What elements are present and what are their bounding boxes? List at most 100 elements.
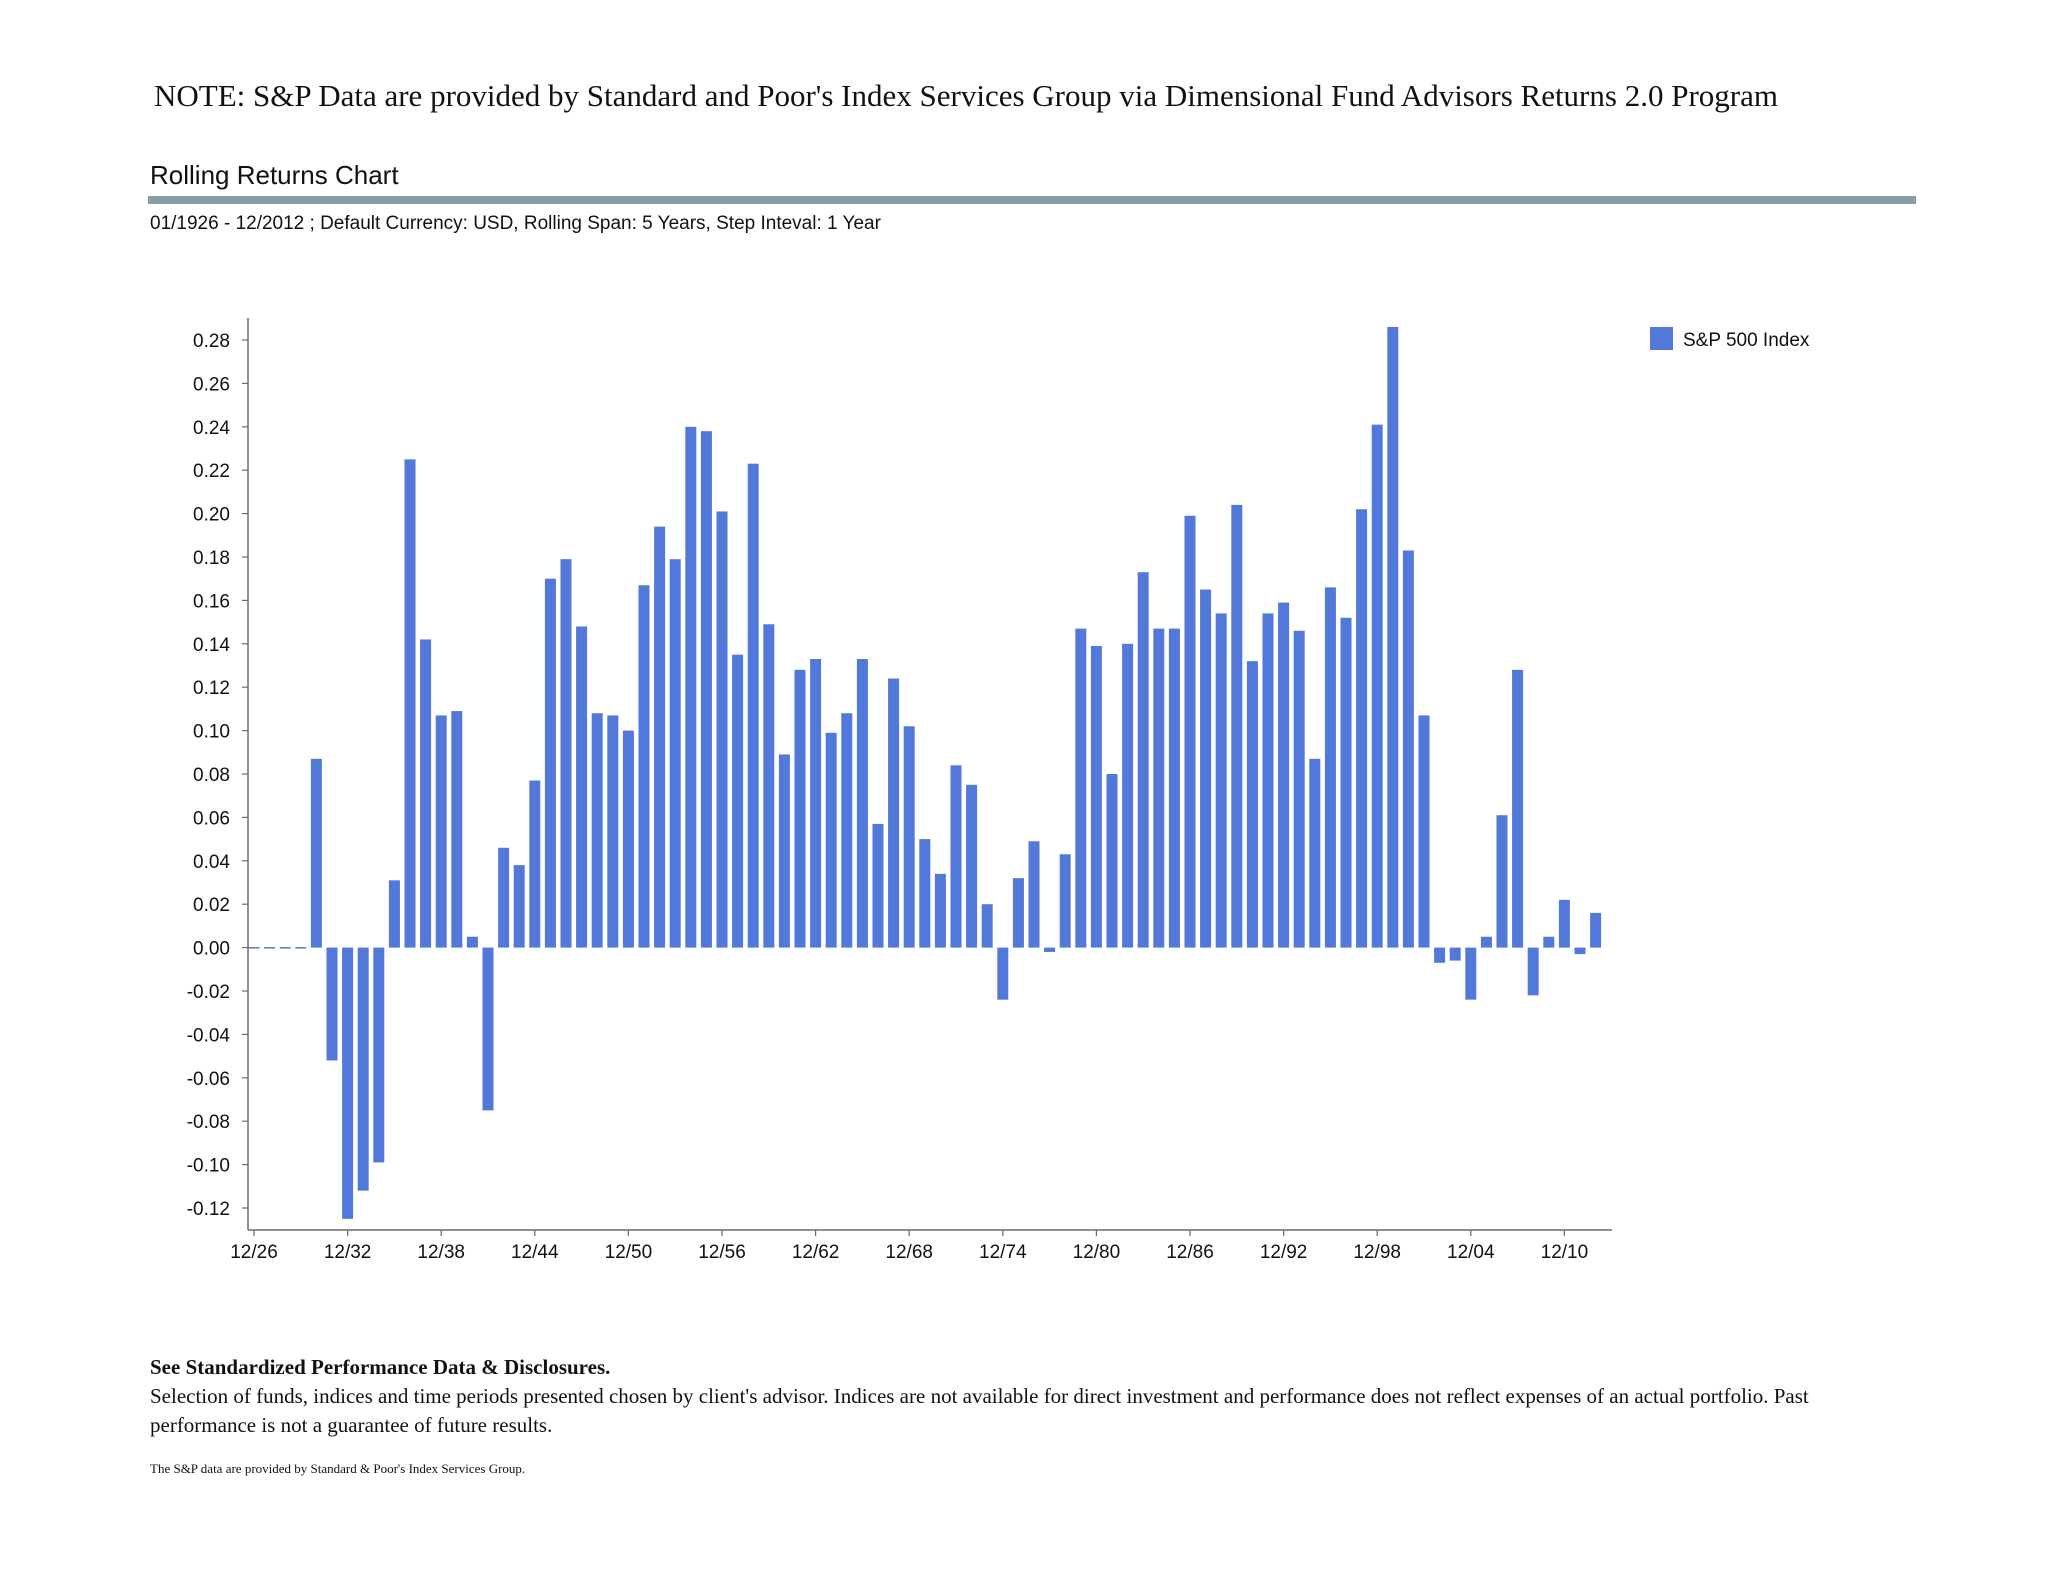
bar — [716, 511, 728, 948]
bar — [1168, 628, 1180, 948]
bar — [576, 626, 588, 948]
x-tick-label: 12/56 — [698, 1242, 746, 1263]
bar — [763, 624, 775, 948]
bar — [1200, 589, 1212, 948]
bar — [1465, 947, 1477, 1000]
x-tick-label: 12/80 — [1073, 1242, 1121, 1263]
x-tick-label: 12/10 — [1541, 1242, 1589, 1263]
y-tick-label: 0.22 — [193, 461, 230, 482]
y-tick-label: -0.12 — [187, 1199, 230, 1220]
bar — [669, 559, 681, 948]
bar — [1012, 878, 1024, 948]
bar — [279, 947, 291, 949]
bar — [1480, 936, 1492, 948]
y-tick-label: 0.02 — [193, 895, 230, 916]
x-tick-label: 12/50 — [605, 1242, 653, 1263]
y-tick-label: -0.10 — [187, 1156, 230, 1177]
bar — [1543, 936, 1555, 948]
bar — [326, 947, 338, 1061]
y-tick-label: 0.04 — [193, 852, 230, 873]
bar — [420, 639, 432, 948]
bar — [1496, 815, 1508, 948]
bar — [888, 678, 900, 948]
x-tick-label: 12/74 — [979, 1242, 1027, 1263]
y-tick-label: 0.26 — [193, 374, 230, 395]
bar — [1090, 645, 1102, 948]
report-subtitle: 01/1926 - 12/2012 ; Default Currency: US… — [150, 213, 881, 234]
bar — [1558, 899, 1570, 948]
bar — [1278, 602, 1290, 948]
y-tick-label: 0.20 — [193, 505, 230, 526]
bar — [685, 426, 697, 948]
bar — [1231, 504, 1243, 948]
x-tick-label: 12/92 — [1260, 1242, 1308, 1263]
bar — [1293, 630, 1305, 948]
legend: S&P 500 Index — [1650, 327, 1810, 351]
bar — [1122, 643, 1134, 948]
y-tick-label: -0.08 — [187, 1112, 230, 1133]
bar — [1246, 661, 1258, 948]
bar — [435, 715, 447, 948]
bar — [638, 585, 650, 948]
bar — [981, 904, 993, 948]
x-tick-label: 12/98 — [1353, 1242, 1401, 1263]
bar — [1371, 424, 1383, 948]
x-tick-label: 12/38 — [417, 1242, 465, 1263]
bar — [810, 658, 822, 948]
y-tick-label: 0.06 — [193, 808, 230, 829]
x-tick-label: 12/62 — [792, 1242, 840, 1263]
disclosures-heading: See Standardized Performance Data & Disc… — [150, 1355, 611, 1379]
bar — [310, 758, 322, 948]
bar — [295, 947, 307, 949]
bar — [825, 732, 837, 948]
bar — [404, 459, 416, 948]
x-axis: 12/26 12/32 12/38 12/44 12/50 12/56 12/62 12/68… — [230, 1229, 1612, 1263]
y-tick-label: 0.08 — [193, 765, 230, 786]
bar — [778, 754, 790, 948]
legend-swatch-sp500 — [1650, 327, 1673, 350]
y-tick-label: 0.10 — [193, 722, 230, 743]
y-tick-label: 0.12 — [193, 678, 230, 699]
bar — [1449, 947, 1461, 961]
bar — [1418, 715, 1430, 948]
bar — [1387, 326, 1399, 948]
bar — [654, 526, 666, 948]
bar — [1590, 912, 1602, 948]
bar — [466, 936, 478, 948]
disclosures-body: Selection of funds, indices and time per… — [150, 1384, 1809, 1437]
bar — [1184, 515, 1196, 948]
bar — [607, 715, 619, 948]
bar — [700, 431, 712, 948]
bar — [264, 947, 276, 949]
bar — [919, 839, 931, 948]
legend-label-sp500: S&P 500 Index — [1683, 330, 1810, 351]
bar — [342, 947, 354, 1219]
bar — [1527, 947, 1539, 996]
bar — [544, 578, 556, 948]
bar — [794, 669, 806, 948]
bar — [856, 658, 868, 948]
bar — [1059, 854, 1071, 948]
bar — [997, 947, 1009, 1000]
bar — [591, 713, 603, 948]
bar — [1574, 947, 1586, 955]
disclosures-small-print: The S&P data are provided by Standard & … — [150, 1461, 526, 1476]
bar — [1106, 774, 1118, 948]
bar — [388, 880, 400, 948]
x-tick-label: 12/68 — [885, 1242, 933, 1263]
bar — [1044, 947, 1056, 952]
x-tick-label: 12/04 — [1447, 1242, 1495, 1263]
x-tick-label: 12/86 — [1166, 1242, 1214, 1263]
y-tick-label: 0.14 — [193, 635, 230, 656]
bar — [966, 784, 978, 948]
bar — [498, 847, 510, 948]
y-tick-label: 0.28 — [193, 331, 230, 352]
x-tick-label: 12/26 — [230, 1242, 278, 1263]
data-source-note: NOTE: S&P Data are provided by Standard … — [154, 78, 1778, 113]
y-tick-label: 0.00 — [193, 939, 230, 960]
bar — [1215, 613, 1227, 948]
bar — [950, 765, 962, 948]
bar — [732, 654, 744, 948]
y-tick-label: -0.04 — [187, 1025, 231, 1046]
